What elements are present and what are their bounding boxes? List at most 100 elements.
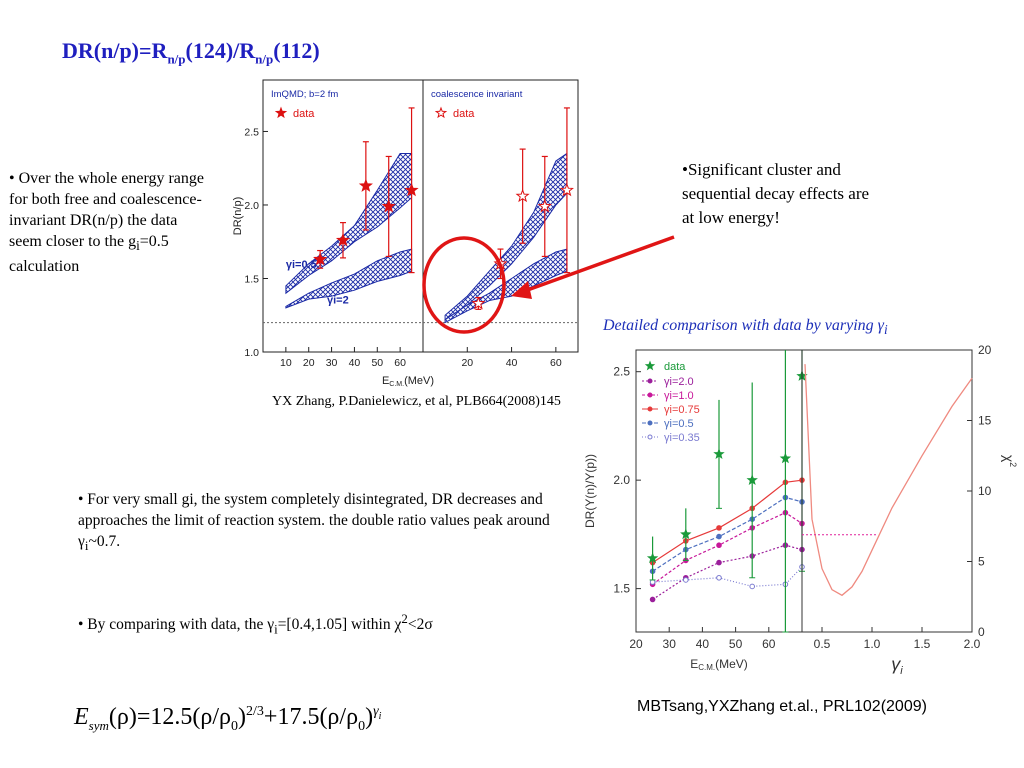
right-bullet-text: •Significant cluster and sequential deca… — [682, 160, 870, 227]
legend-star — [644, 360, 656, 371]
series-line — [652, 544, 803, 601]
x-tick-label: 40 — [696, 637, 710, 651]
highlight-overlay — [422, 235, 675, 334]
series-point — [716, 559, 722, 566]
x-axis-label-main: E — [382, 375, 389, 387]
y-tick-label: 0 — [978, 625, 985, 639]
chi-x-axis-label-main: γ — [891, 654, 901, 674]
x-axis-label-sub: C.M. — [389, 381, 404, 388]
y-axis-label: DR(Y(n)/Y(p)) — [583, 454, 597, 528]
chi-squared-curve — [804, 364, 973, 597]
figure-dr-np-panels: ImQMD; b=2 fm data 10 20 30 40 50 60 coalescence… — [233, 79, 579, 388]
x-tick-label: 40 — [349, 357, 361, 369]
data-point — [313, 251, 328, 266]
y-tick-label: 2.0 — [244, 200, 259, 212]
x-axis-label-sub: C.M. — [698, 663, 715, 672]
reference-plb: YX Zhang, P.Danielewicz, et al, PLB664(2… — [272, 394, 561, 409]
x-axis-label-unit: (MeV) — [715, 657, 748, 671]
x-tick-label: 60 — [762, 637, 776, 651]
data-point — [471, 296, 486, 310]
legend-label: data — [453, 108, 475, 120]
y-tick-label: 15 — [978, 414, 992, 428]
series-point — [716, 525, 722, 531]
legend-label: γi=0.35 — [664, 432, 700, 444]
series-line — [652, 512, 803, 585]
legend-star — [434, 106, 448, 119]
legend-marker — [647, 392, 653, 398]
data-point — [746, 474, 758, 485]
x-tick-label: 0.5 — [814, 637, 831, 651]
data-point — [404, 182, 419, 197]
x-tick-label: 20 — [629, 637, 643, 651]
bullet-disintegration: • For very small gi, the system complete… — [78, 491, 550, 554]
left-bullet-text: • Over the whole energy range for both f… — [9, 170, 205, 276]
y-tick-label: 1.5 — [613, 582, 630, 596]
y-tick-label: 1.5 — [244, 273, 259, 285]
y-tick-label: 10 — [978, 484, 992, 498]
x-tick-label: 50 — [729, 637, 743, 651]
series-point — [749, 583, 755, 590]
bullet-chi-squared: • By comparing with data, the γi=[0.4,1.… — [78, 611, 433, 637]
legend-marker — [647, 434, 653, 440]
chi-x-axis-label-sub: i — [900, 665, 903, 677]
data-point — [358, 178, 373, 192]
x-tick-label: 20 — [461, 357, 473, 369]
x-tick-label: 1.0 — [864, 637, 881, 651]
series-point — [649, 579, 656, 585]
y-tick-label: 2.5 — [613, 365, 630, 379]
data-point — [537, 198, 552, 213]
slide-title: DR(n/p)=Rn/p(124)/Rn/p(112) — [62, 38, 320, 67]
y-tick-label: 2.5 — [244, 126, 259, 138]
data-point — [381, 198, 396, 213]
x-tick-label: 40 — [506, 357, 518, 369]
legend-marker — [647, 420, 653, 426]
y-tick-label: 1.0 — [244, 347, 259, 359]
x-tick-label: 2.0 — [964, 637, 981, 651]
series-point — [716, 574, 722, 581]
data-point — [515, 188, 530, 203]
reference-prl: MBTsang,YXZhang et.al., PRL102(2009) — [637, 698, 927, 715]
legend-label: data — [293, 108, 315, 120]
data-point — [559, 182, 574, 197]
panel-frame — [262, 79, 424, 353]
panel-label: ImQMD; b=2 fm — [271, 89, 338, 100]
band-label: γi=0.5 — [286, 259, 317, 271]
x-tick-label: 10 — [280, 357, 292, 369]
chi-axis-label-sup: 2 — [1008, 462, 1018, 467]
series-line — [652, 496, 803, 572]
chi-x-axis-label: γi — [891, 654, 903, 677]
highlight-arrow-line — [521, 235, 675, 294]
data-point — [680, 528, 692, 540]
legend-star — [274, 106, 288, 119]
data-point — [713, 448, 725, 459]
x-tick-label: 60 — [394, 357, 406, 369]
legend-label: γi=2.0 — [664, 376, 694, 388]
legend-label: γi=0.75 — [664, 404, 700, 416]
x-tick-label: 1.5 — [914, 637, 931, 651]
series-point — [683, 577, 689, 583]
panel-frame — [422, 79, 579, 353]
series-point — [716, 542, 722, 549]
data-point — [646, 552, 659, 564]
data-point — [335, 232, 351, 247]
series-line — [652, 566, 803, 588]
detail-comparison-caption: Detailed comparison with data by varying… — [603, 317, 888, 338]
y-tick-label: 20 — [978, 343, 992, 357]
legend-label: γi=1.0 — [664, 390, 694, 402]
x-axis-label: EC.M.(MeV) — [690, 657, 748, 672]
x-axis-label: EC.M.(MeV) — [382, 375, 434, 388]
legend-marker — [647, 406, 653, 412]
band-label: γi=2 — [327, 294, 349, 306]
x-tick-label: 30 — [663, 637, 677, 651]
y-tick-label: 5 — [978, 555, 985, 569]
highlight-circle — [422, 236, 506, 334]
legend-marker — [647, 378, 653, 384]
chi-axis-label-main: χ — [1001, 455, 1017, 463]
y-tick-label: 2.0 — [613, 473, 630, 487]
x-tick-label: 50 — [371, 357, 383, 369]
x-tick-label: 60 — [550, 357, 562, 369]
x-tick-label: 30 — [326, 357, 338, 369]
chi-frame — [801, 349, 973, 633]
x-axis-label-unit: (MeV) — [404, 375, 434, 387]
x-tick-label: 20 — [303, 357, 315, 369]
